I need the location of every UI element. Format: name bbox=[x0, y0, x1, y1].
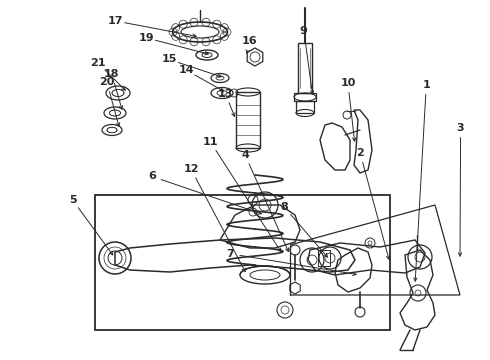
Bar bbox=[296, 101, 314, 113]
Text: 8: 8 bbox=[280, 202, 288, 212]
Text: 14: 14 bbox=[178, 65, 194, 75]
Text: 1: 1 bbox=[422, 80, 430, 90]
Bar bbox=[236, 92, 260, 148]
Bar bbox=[294, 93, 316, 101]
Text: 12: 12 bbox=[183, 164, 199, 174]
Text: 16: 16 bbox=[242, 36, 258, 46]
Text: 10: 10 bbox=[340, 78, 356, 88]
Text: 20: 20 bbox=[99, 77, 115, 87]
Bar bbox=[298, 43, 312, 93]
Text: 19: 19 bbox=[138, 33, 154, 43]
Text: 17: 17 bbox=[107, 16, 123, 26]
Text: 15: 15 bbox=[161, 54, 177, 64]
Text: 9: 9 bbox=[300, 26, 308, 36]
Text: 11: 11 bbox=[203, 137, 219, 147]
Bar bbox=[318, 250, 330, 266]
Bar bbox=[95, 195, 390, 330]
Text: 6: 6 bbox=[148, 171, 156, 181]
Text: 3: 3 bbox=[457, 123, 465, 133]
Text: 18: 18 bbox=[104, 69, 120, 79]
Text: 21: 21 bbox=[90, 58, 106, 68]
Text: 4: 4 bbox=[241, 150, 249, 160]
Text: 7: 7 bbox=[226, 249, 234, 259]
Text: 13: 13 bbox=[218, 89, 233, 99]
Text: 5: 5 bbox=[69, 195, 76, 205]
Text: 2: 2 bbox=[356, 148, 364, 158]
